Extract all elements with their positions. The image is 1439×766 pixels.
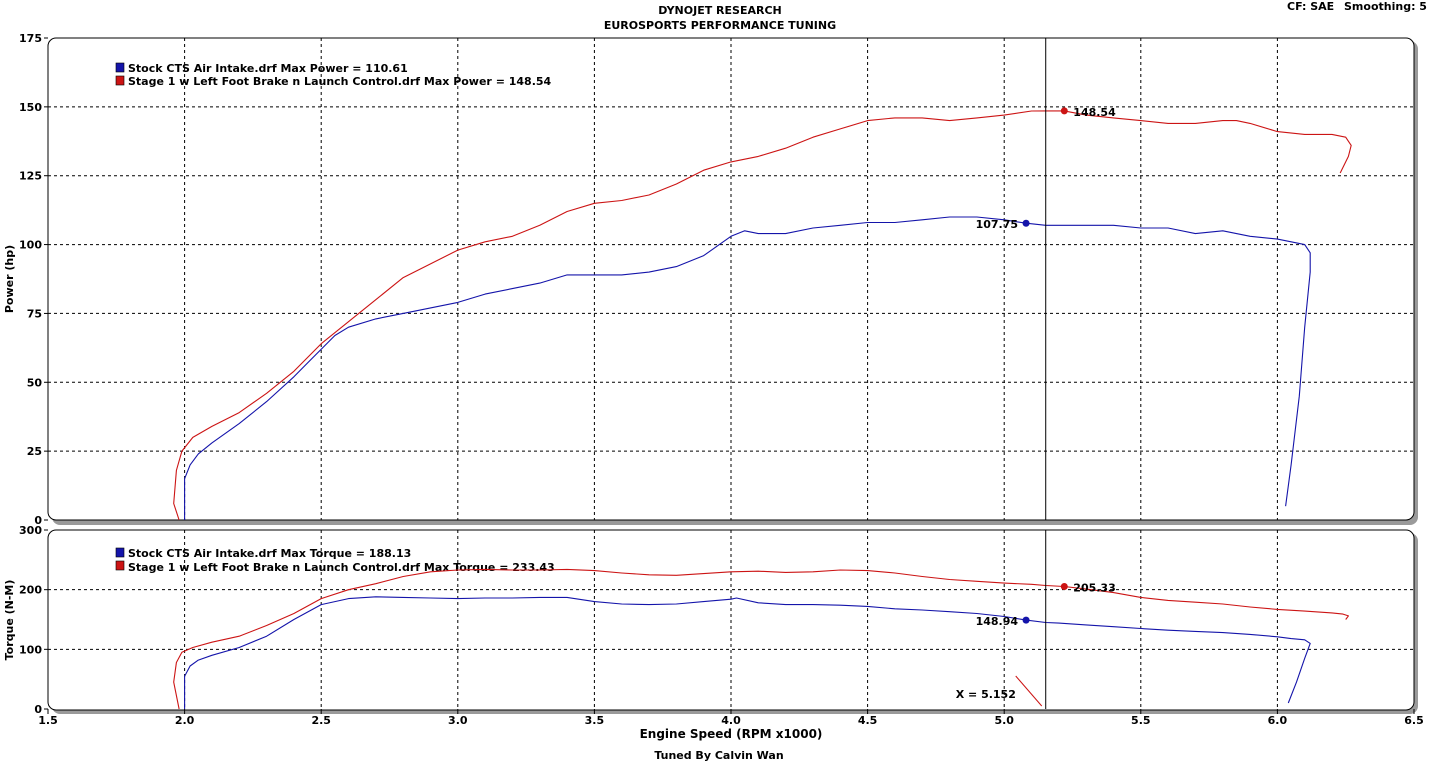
power-y-tick-label: 175 [19,32,42,45]
power-marker-label-stage1: 148.54 [1073,106,1116,119]
x-axis-label: Engine Speed (RPM x1000) [640,727,823,741]
power-legend: Stock CTS Air Intake.drf Max Power = 110… [115,62,552,88]
x-tick-label: 6.0 [1268,714,1288,727]
power-y-axis-label: Power (hp) [3,245,16,313]
torque-y-tick-label: 100 [19,643,42,656]
x-tick-label: 2.5 [311,714,331,727]
power-y-tick-label: 100 [19,239,42,252]
torque-line-stock [184,596,1311,709]
chart-subtitle: EUROSPORTS PERFORMANCE TUNING [604,19,836,32]
power-y-tick-label: 125 [19,170,42,183]
torque-y-ticks: 0 100 200 300 [19,524,48,716]
x-tick-label: 6.5 [1404,714,1424,727]
x-tick-label: 5.0 [994,714,1014,727]
torque-legend-stage1: Stage 1 w Left Foot Brake n Launch Contr… [128,561,555,574]
power-marker-stock [1022,219,1030,227]
power-marker-stage1 [1060,107,1068,115]
power-y-tick-label: 25 [27,445,42,458]
x-ticks: 1.5 2.0 2.5 3.0 3.5 4.0 4.5 5.0 5.5 6.0 6.5 [38,709,1424,727]
power-y-ticks: 0 25 50 75 100 125 150 175 [19,32,48,527]
x-tick-label: 2.0 [175,714,195,727]
legend-swatch-stock [115,547,125,558]
power-y-tick-label: 75 [27,307,42,320]
cursor-x-label: X = 5.152 [956,688,1016,701]
chart-title: DYNOJET RESEARCH [658,4,781,17]
power-y-tick-label: 150 [19,101,42,114]
x-tick-label: 4.0 [721,714,741,727]
power-y-tick-label: 50 [27,376,43,389]
torque-legend-stock: Stock CTS Air Intake.drf Max Torque = 18… [128,547,411,560]
x-tick-label: 1.5 [38,714,58,727]
legend-swatch-stage1 [115,560,125,571]
torque-line-stage1 [173,568,1349,710]
torque-marker-stock [1022,616,1030,624]
power-legend-stock: Stock CTS Air Intake.drf Max Power = 110… [128,62,408,75]
torque-marker-label-stock: 148.94 [976,615,1019,628]
legend-swatch-stage1 [115,75,125,86]
torque-y-axis-label: Torque (N-M) [3,580,16,661]
legend-swatch-stock [115,62,125,73]
power-grid [48,38,1414,520]
x-tick-label: 3.5 [585,714,605,727]
x-tick-label: 3.0 [448,714,468,727]
x-tick-label: 4.5 [858,714,878,727]
x-tick-label: 5.5 [1131,714,1151,727]
torque-series: 148.94 205.33 [173,568,1349,710]
torque-marker-stage1 [1060,582,1068,590]
cursor-layer: X = 5.152 [956,38,1047,709]
cursor-label-leader [1015,675,1043,707]
power-line-stock [184,216,1311,520]
power-y-tick-label: 0 [34,514,42,527]
torque-y-tick-label: 300 [19,524,42,537]
footer-credit: Tuned By Calvin Wan [654,749,783,762]
power-line-stage1 [173,110,1352,521]
torque-y-tick-label: 0 [34,703,42,716]
power-legend-stage1: Stage 1 w Left Foot Brake n Launch Contr… [128,75,552,88]
power-series: 107.75 148.54 [173,106,1352,521]
smoothing-label: Smoothing: 5 [1344,0,1427,13]
torque-y-tick-label: 200 [19,584,42,597]
cf-label: CF: SAE [1287,0,1334,13]
power-marker-label-stock: 107.75 [976,218,1018,231]
torque-marker-label-stage1: 205.33 [1073,581,1115,594]
